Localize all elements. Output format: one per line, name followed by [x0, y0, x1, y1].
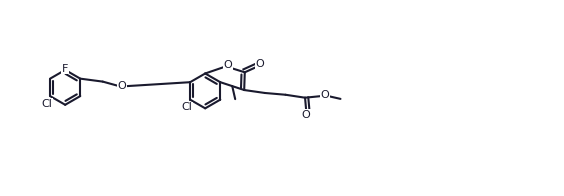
Text: O: O [321, 90, 329, 100]
Text: Cl: Cl [181, 102, 192, 112]
Text: O: O [117, 81, 126, 91]
Text: O: O [302, 110, 311, 120]
Text: O: O [223, 60, 232, 70]
Text: Cl: Cl [41, 99, 52, 109]
Text: F: F [62, 64, 68, 74]
Text: O: O [255, 59, 265, 69]
